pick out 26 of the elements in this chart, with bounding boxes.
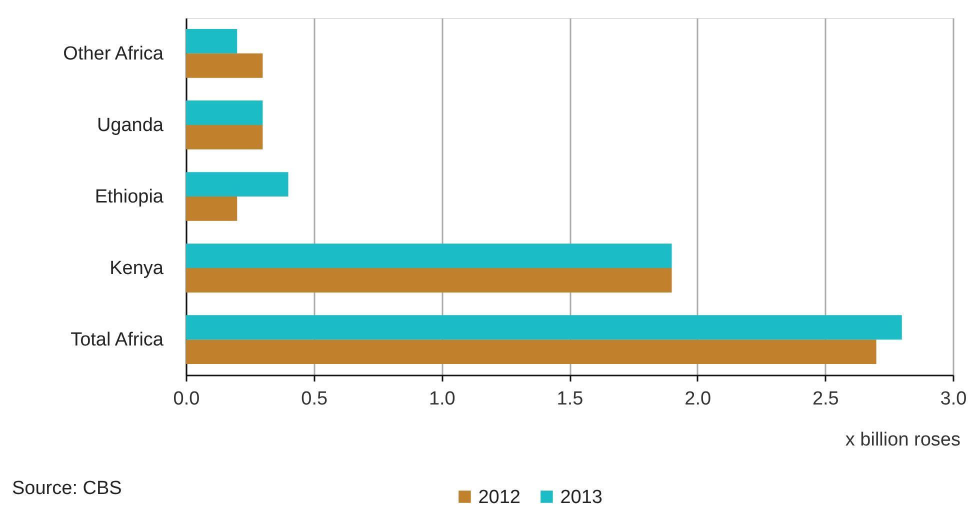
bar: [186, 196, 238, 221]
x-tick-label: 3.0: [940, 388, 967, 410]
y-tick-label: Total Africa: [70, 330, 164, 351]
bar: [186, 28, 238, 54]
x-tick-label: 2.5: [812, 388, 839, 410]
y-tick-label: Uganda: [96, 114, 164, 136]
y-tick-label: Ethiopia: [94, 186, 164, 208]
bar: [186, 172, 288, 196]
x-tick-label: 0.5: [301, 388, 328, 410]
bar: [186, 100, 263, 125]
bar: [186, 268, 672, 292]
bar: [186, 244, 672, 268]
bar: [186, 315, 902, 340]
y-tick-label: Kenya: [110, 258, 164, 280]
bar: [186, 340, 876, 364]
legend-label: 2013: [560, 486, 602, 508]
bar: [186, 53, 263, 78]
x-axis-title: x billion roses: [845, 430, 960, 450]
legend-label: 2012: [478, 486, 520, 508]
x-tick-label: 1.5: [556, 388, 584, 410]
x-tick-label: 1.0: [428, 388, 456, 410]
x-tick-label: 2.0: [684, 388, 712, 410]
bar: [186, 124, 263, 150]
y-tick-label: Other Africa: [63, 43, 164, 64]
source-note: Source: CBS: [12, 478, 122, 499]
x-tick-label: 0.0: [173, 388, 200, 410]
